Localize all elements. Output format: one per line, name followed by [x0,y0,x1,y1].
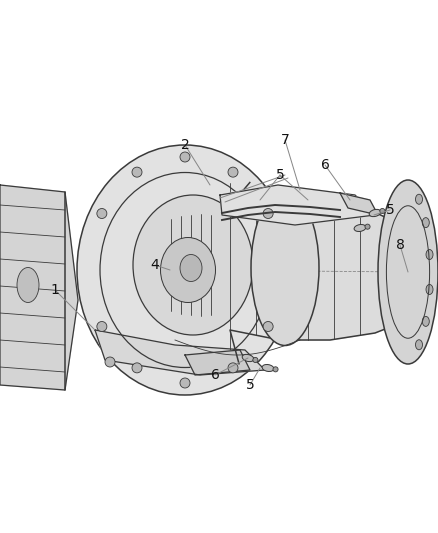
Circle shape [180,152,190,162]
Text: 5: 5 [385,203,394,217]
Text: 1: 1 [50,283,60,297]
Ellipse shape [416,340,423,350]
Text: 4: 4 [151,258,159,272]
Ellipse shape [77,145,293,395]
Polygon shape [340,193,378,215]
Circle shape [228,363,238,373]
Polygon shape [230,182,408,364]
Text: 6: 6 [321,158,329,172]
Ellipse shape [354,224,366,231]
Ellipse shape [160,238,215,303]
Ellipse shape [262,365,274,372]
Circle shape [132,167,142,177]
Circle shape [105,357,115,367]
Text: 2: 2 [180,138,189,152]
Ellipse shape [180,254,202,281]
Ellipse shape [133,195,253,335]
Ellipse shape [369,209,381,216]
Ellipse shape [378,180,438,364]
Ellipse shape [416,194,423,204]
Circle shape [273,367,278,372]
Ellipse shape [251,190,319,345]
Polygon shape [220,185,375,225]
Circle shape [263,321,273,332]
Circle shape [228,167,238,177]
Ellipse shape [426,249,433,260]
Circle shape [365,224,370,229]
Circle shape [97,321,107,332]
Ellipse shape [242,354,254,361]
Polygon shape [185,350,250,375]
Circle shape [132,363,142,373]
Text: 7: 7 [281,133,290,147]
Text: 6: 6 [211,368,219,382]
Text: 5: 5 [276,168,284,182]
Polygon shape [95,330,265,375]
Circle shape [97,208,107,219]
Ellipse shape [422,217,429,228]
Ellipse shape [422,317,429,326]
Circle shape [253,358,258,362]
Text: 5: 5 [246,378,254,392]
Circle shape [263,208,273,219]
Ellipse shape [426,285,433,294]
Text: 8: 8 [396,238,404,252]
Ellipse shape [17,268,39,303]
Polygon shape [0,185,78,390]
Circle shape [180,378,190,388]
Circle shape [380,208,385,214]
